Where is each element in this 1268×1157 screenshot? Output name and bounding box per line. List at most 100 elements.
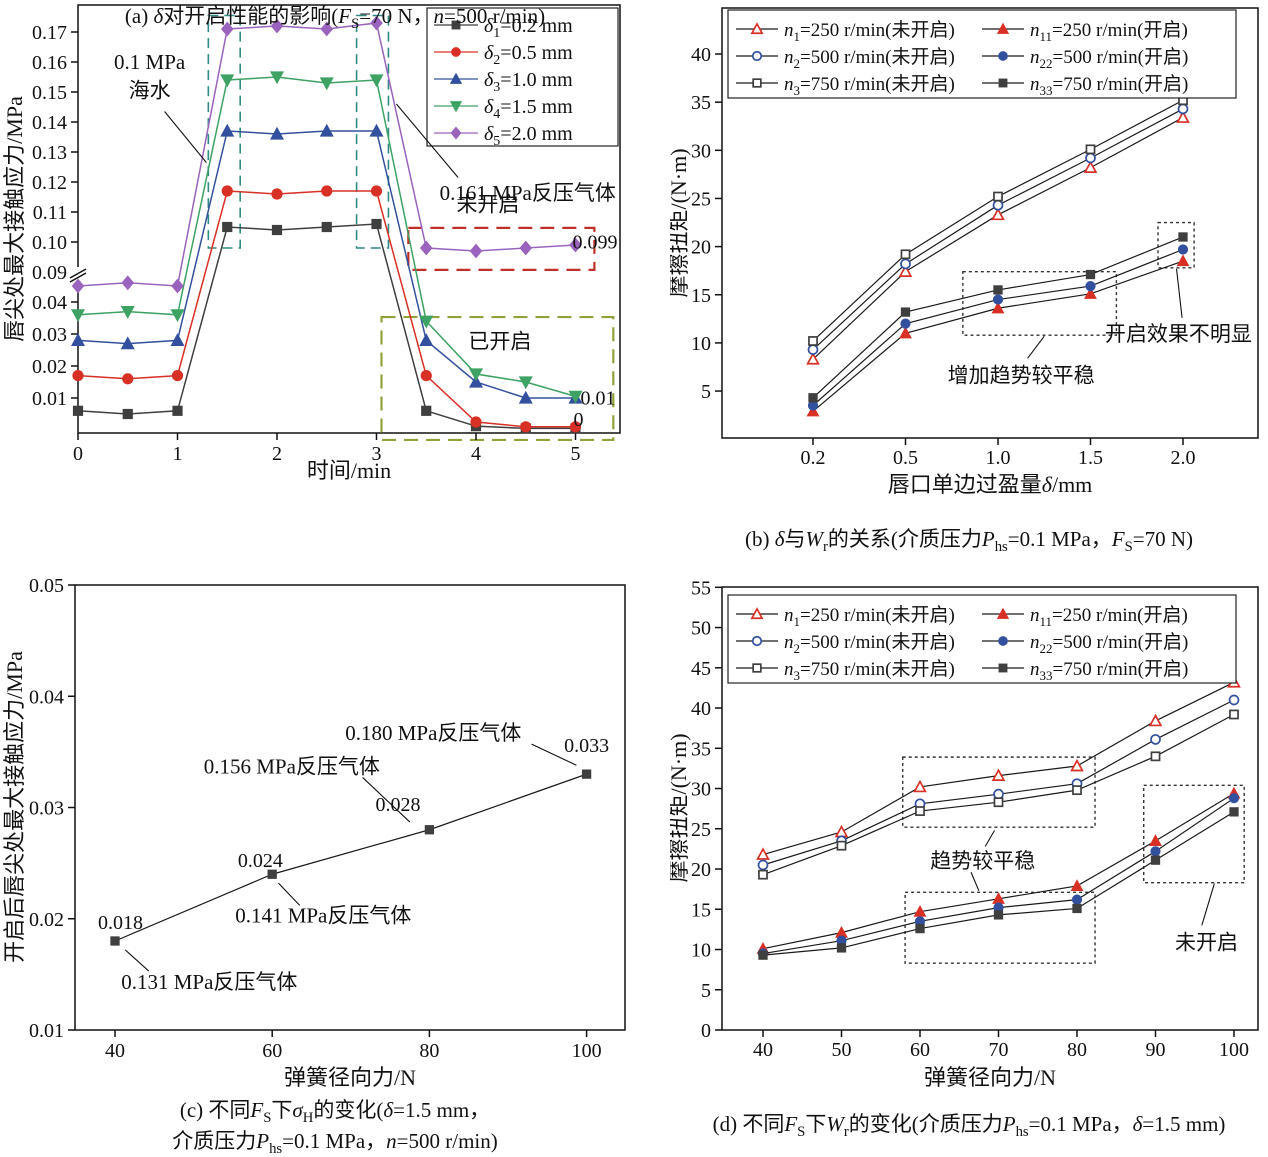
y-tick-label: 10 bbox=[691, 940, 711, 962]
y-tick-label: 0.05 bbox=[29, 575, 64, 597]
annotation-connector bbox=[531, 743, 577, 766]
y-tick-label: 0.02 bbox=[32, 356, 67, 378]
legend-label: δ3=1.0 mm bbox=[484, 69, 573, 95]
x-tick-label: 100 bbox=[1219, 1039, 1249, 1061]
y-tick-label: 35 bbox=[691, 738, 711, 760]
annotation-box bbox=[1143, 784, 1245, 884]
y-tick-label: 50 bbox=[691, 618, 711, 640]
series-line bbox=[762, 681, 1235, 856]
legend-label: n11=250 r/min(开启) bbox=[1030, 19, 1188, 44]
y-axis-label: 唇尖处最大接触应力/MPa bbox=[2, 96, 27, 342]
annotation-connector bbox=[984, 830, 996, 847]
annotation-text: 0 bbox=[574, 409, 584, 431]
legend-label: n11=250 r/min(开启) bbox=[1030, 604, 1188, 629]
x-tick-label: 60 bbox=[262, 1040, 282, 1062]
series-line bbox=[762, 797, 1235, 955]
annotation-text: 0.01 bbox=[580, 387, 615, 409]
x-tick-label: 3 bbox=[372, 443, 382, 465]
annotation-connector bbox=[395, 103, 459, 178]
annotation-connector bbox=[362, 777, 411, 823]
y-tick-label: 0.02 bbox=[29, 909, 64, 931]
series-line bbox=[77, 130, 576, 399]
x-tick-label: 0 bbox=[73, 443, 83, 465]
annotation-box bbox=[962, 270, 1118, 336]
legend-label: δ2=0.5 mm bbox=[484, 42, 573, 68]
x-tick-label: 60 bbox=[910, 1039, 930, 1061]
x-tick-label: 70 bbox=[989, 1039, 1009, 1061]
series-line bbox=[762, 699, 1235, 866]
x-tick-label: 1.5 bbox=[1078, 447, 1103, 469]
y-tick-label: 0.17 bbox=[32, 22, 67, 44]
series-line bbox=[812, 108, 1184, 351]
annotation-box bbox=[1157, 221, 1195, 269]
x-tick-label: 80 bbox=[1067, 1039, 1087, 1061]
y-tick-label: 0.01 bbox=[32, 388, 67, 410]
legend-label: δ5=2.0 mm bbox=[484, 123, 573, 149]
annotation-connector bbox=[164, 111, 207, 163]
x-tick-label: 50 bbox=[832, 1039, 852, 1061]
axis-break-mark bbox=[69, 272, 87, 283]
x-tick-label: 40 bbox=[105, 1040, 125, 1062]
x-tick-label: 80 bbox=[419, 1040, 439, 1062]
legend-box bbox=[426, 7, 619, 147]
annotation-text: 0.099 bbox=[573, 231, 618, 253]
legend-label: n2=500 r/min(未开启) bbox=[784, 46, 955, 71]
caption-d: (d) 不同FS下Wr的变化(介质压力Phs=0.1 MPa，δ=1.5 mm) bbox=[712, 1112, 1226, 1141]
x-tick-label: 90 bbox=[1146, 1039, 1166, 1061]
x-tick-label: 40 bbox=[753, 1039, 773, 1061]
y-tick-label: 15 bbox=[691, 285, 711, 307]
annotation-text: 0.180 MPa反压气体 bbox=[345, 721, 521, 745]
series-line bbox=[114, 773, 587, 942]
legend-label: n33=750 r/min(开启) bbox=[1030, 73, 1188, 98]
annotation-text: 0.033 bbox=[564, 735, 609, 757]
legend-label: n2=500 r/min(未开启) bbox=[784, 631, 955, 656]
plot-frame bbox=[77, 4, 621, 434]
annotation-text: 开启效果不明显 bbox=[1105, 322, 1252, 346]
annotation-text: 未开启 bbox=[1175, 930, 1238, 954]
annotation-box bbox=[380, 315, 615, 442]
y-tick-label: 0.10 bbox=[32, 232, 67, 254]
y-tick-label: 10 bbox=[691, 333, 711, 355]
y-tick-label: 0.13 bbox=[32, 142, 67, 164]
annotation-connector bbox=[1027, 335, 1045, 359]
chart-panel-c: 40 60 80 100 0.01 0.02 0.03 0.04 0.05 0.018 0.024 0… bbox=[2, 575, 626, 1090]
x-axis-label: 时间/min bbox=[307, 458, 391, 483]
y-tick-label: 0.12 bbox=[32, 172, 67, 194]
legend-label: δ1=0.2 mm bbox=[484, 15, 573, 41]
plot-frame bbox=[74, 584, 626, 1031]
y-tick-label: 30 bbox=[691, 779, 711, 801]
y-tick-label: 5 bbox=[701, 381, 711, 403]
y-tick-label: 40 bbox=[691, 44, 711, 66]
y-tick-label: 0.16 bbox=[32, 52, 67, 74]
annotation-connector bbox=[970, 872, 980, 891]
y-tick-label: 35 bbox=[691, 92, 711, 114]
series-line bbox=[77, 223, 576, 430]
y-tick-label: 25 bbox=[691, 819, 711, 841]
y-tick-label: 20 bbox=[691, 859, 711, 881]
caption-a: (a) δ对开启性能的影响(FS=70 N，n=500 r/min) bbox=[124, 4, 546, 33]
annotation-connector bbox=[124, 949, 150, 972]
annotation-text: 0.161 MPa反压气体 bbox=[440, 181, 616, 205]
y-tick-label: 0.14 bbox=[32, 112, 67, 134]
x-tick-label: 100 bbox=[572, 1040, 602, 1062]
legend-label: n1=250 r/min(未开启) bbox=[784, 604, 955, 629]
y-axis-label: 摩擦扭矩/(N·m) bbox=[670, 148, 691, 297]
x-tick-label: 1.0 bbox=[986, 447, 1011, 469]
annotation-connector bbox=[278, 882, 301, 906]
caption-b: (b) δ与Wr的关系(介质压力Phs=0.1 MPa，FS=70 N) bbox=[744, 527, 1194, 556]
annotation-text: 0.156 MPa反压气体 bbox=[204, 754, 380, 778]
x-axis-label: 弹簧径向力/N bbox=[924, 1065, 1056, 1090]
annotation-text: 已开启 bbox=[468, 330, 531, 354]
legend-label: n3=750 r/min(未开启) bbox=[784, 658, 955, 683]
x-tick-label: 0.5 bbox=[893, 447, 918, 469]
y-tick-label: 0.09 bbox=[32, 262, 67, 284]
annotation-text: 增加趋势较平稳 bbox=[948, 364, 1095, 388]
annotation-text: 0.024 bbox=[238, 850, 283, 872]
x-tick-label: 0.2 bbox=[801, 447, 826, 469]
y-tick-label: 0.03 bbox=[32, 324, 67, 346]
y-tick-label: 25 bbox=[691, 188, 711, 210]
y-tick-label: 15 bbox=[691, 899, 711, 921]
x-tick-label: 1 bbox=[173, 443, 183, 465]
annotation-text: 0.131 MPa反压气体 bbox=[121, 970, 297, 994]
